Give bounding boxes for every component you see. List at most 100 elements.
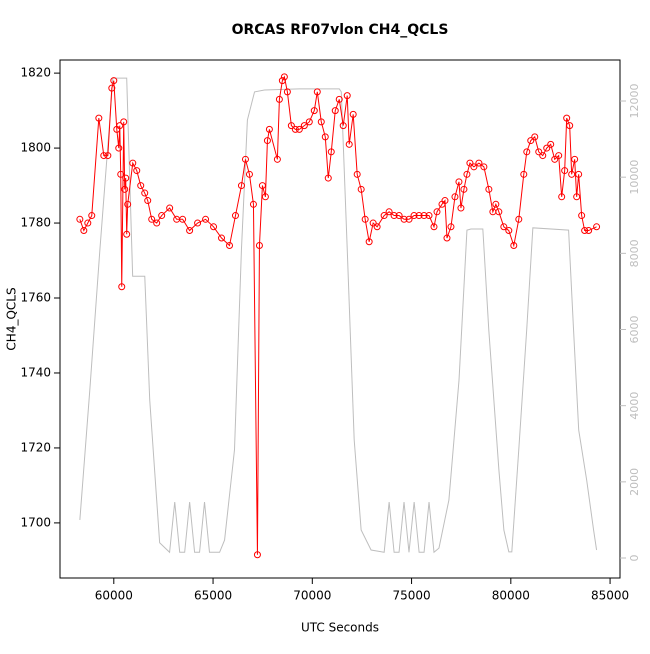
x-tick-label: 85000 bbox=[591, 589, 629, 603]
point bbox=[324, 174, 332, 182]
point bbox=[249, 200, 257, 208]
point bbox=[561, 167, 569, 175]
point bbox=[420, 212, 428, 220]
point bbox=[123, 230, 131, 238]
point bbox=[179, 215, 187, 223]
point bbox=[291, 125, 299, 133]
point bbox=[463, 170, 471, 178]
point bbox=[543, 144, 551, 152]
point bbox=[88, 212, 96, 220]
series-line bbox=[79, 75, 597, 555]
point bbox=[573, 193, 581, 201]
point bbox=[390, 212, 398, 220]
x-tick-label: 75000 bbox=[392, 589, 430, 603]
point bbox=[76, 215, 84, 223]
point bbox=[385, 208, 393, 216]
x-axis-label: UTC Seconds bbox=[301, 621, 379, 635]
plot-frame bbox=[59, 59, 621, 579]
point bbox=[558, 193, 566, 201]
point bbox=[430, 223, 438, 231]
point bbox=[226, 242, 234, 250]
point bbox=[305, 118, 313, 126]
point bbox=[116, 122, 124, 130]
point bbox=[275, 95, 283, 103]
point bbox=[575, 170, 583, 178]
point bbox=[253, 551, 261, 559]
point bbox=[166, 204, 174, 212]
point bbox=[568, 170, 576, 178]
point bbox=[331, 107, 339, 115]
point bbox=[122, 174, 130, 182]
point bbox=[349, 110, 357, 118]
point bbox=[443, 234, 451, 242]
point bbox=[451, 193, 459, 201]
y2-tick-label: 12000 bbox=[628, 84, 641, 119]
point bbox=[153, 219, 161, 227]
point bbox=[295, 125, 303, 133]
point bbox=[555, 152, 563, 160]
point bbox=[133, 167, 141, 175]
y2-tick-label: 10000 bbox=[628, 160, 641, 195]
point bbox=[475, 159, 483, 167]
point bbox=[120, 118, 128, 126]
point bbox=[210, 223, 218, 231]
point bbox=[310, 107, 318, 115]
point bbox=[395, 212, 403, 220]
point bbox=[280, 73, 288, 81]
point bbox=[258, 182, 266, 190]
point bbox=[466, 159, 474, 167]
point bbox=[137, 182, 145, 190]
x-tick-label: 65000 bbox=[194, 589, 232, 603]
point bbox=[117, 170, 125, 178]
point bbox=[261, 193, 269, 201]
point bbox=[237, 182, 245, 190]
point bbox=[433, 208, 441, 216]
y-axis-label: CH4_QCLS bbox=[5, 287, 19, 350]
point bbox=[551, 155, 559, 163]
y-tick-label: 1760 bbox=[20, 291, 51, 305]
point bbox=[283, 88, 291, 96]
y-tick-label: 1740 bbox=[20, 365, 51, 379]
point bbox=[158, 212, 166, 220]
point bbox=[373, 223, 381, 231]
point bbox=[520, 170, 528, 178]
point bbox=[345, 140, 353, 148]
point bbox=[495, 208, 503, 216]
point bbox=[531, 133, 539, 141]
point bbox=[202, 215, 210, 223]
point bbox=[218, 234, 226, 242]
point bbox=[335, 95, 343, 103]
point bbox=[455, 178, 463, 186]
point bbox=[563, 114, 571, 122]
point bbox=[104, 152, 112, 160]
x-tick-label: 80000 bbox=[492, 589, 530, 603]
point bbox=[380, 212, 388, 220]
point bbox=[80, 227, 88, 235]
point bbox=[365, 238, 373, 246]
point bbox=[470, 163, 478, 171]
point bbox=[265, 125, 273, 133]
point bbox=[361, 215, 369, 223]
point bbox=[327, 148, 335, 156]
point bbox=[124, 200, 132, 208]
series-line bbox=[79, 77, 598, 554]
point bbox=[84, 219, 92, 227]
point bbox=[263, 137, 271, 145]
point bbox=[410, 212, 418, 220]
point bbox=[447, 223, 455, 231]
point bbox=[144, 197, 152, 205]
y2-tick-label: 2000 bbox=[628, 468, 641, 496]
point bbox=[317, 118, 325, 126]
point bbox=[480, 163, 488, 171]
y2-tick-label: 6000 bbox=[628, 316, 641, 344]
point bbox=[415, 212, 423, 220]
point bbox=[400, 215, 408, 223]
point bbox=[527, 137, 535, 145]
point bbox=[245, 170, 253, 178]
point bbox=[593, 223, 601, 231]
point bbox=[425, 212, 433, 220]
point bbox=[539, 152, 547, 160]
point bbox=[523, 148, 531, 156]
